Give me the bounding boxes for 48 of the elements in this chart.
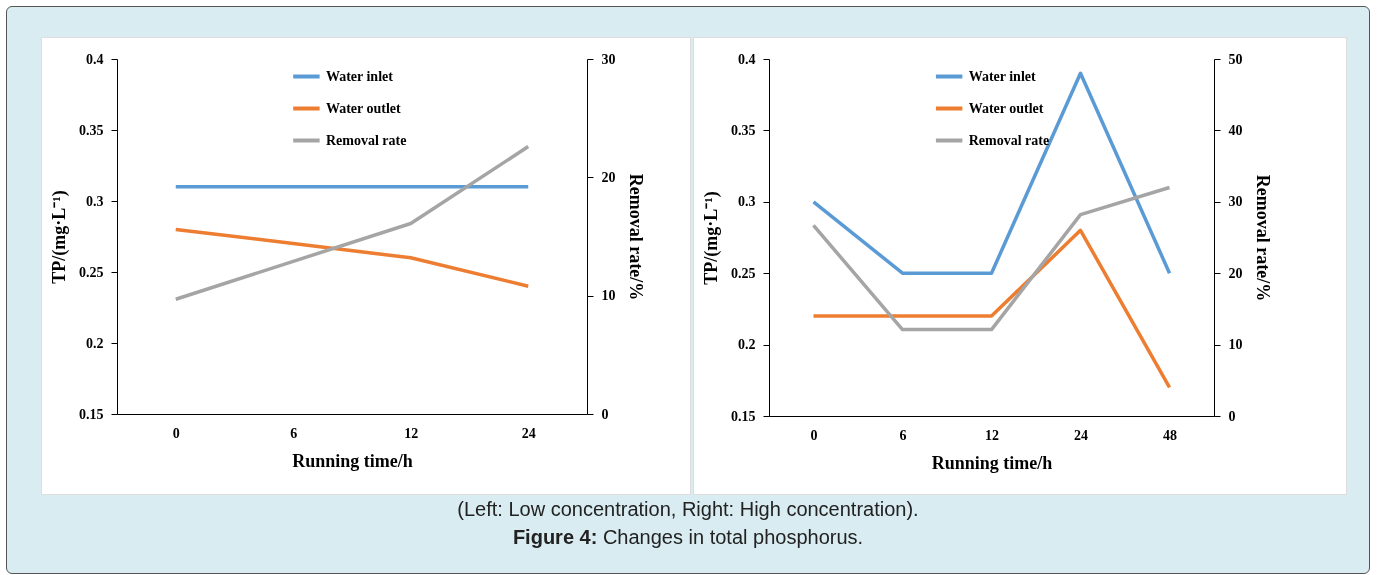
x-tick-label: 6 [899, 427, 907, 443]
caption: Figure 4: Changes in total phosphorus. [511, 525, 865, 550]
legend-label: Water inlet [968, 68, 1036, 84]
text: (Left: Low concentration, Right: High concentration). [456, 497, 920, 522]
y2-tick-label: 0 [1228, 408, 1236, 424]
y-axis-title: TP/(mg·L⁻¹) [701, 191, 722, 285]
x-tick-label: 0 [810, 427, 818, 443]
y2-tick-label: 10 [601, 288, 616, 304]
y2-tick-label: 20 [1228, 265, 1243, 281]
y-tick-label: 0.25 [731, 265, 756, 281]
y-tick-label: 0.2 [86, 335, 104, 351]
y2-tick-label: 50 [1228, 51, 1243, 67]
y2-tick-label: 0 [601, 406, 609, 422]
y-tick-label: 0.25 [79, 264, 104, 280]
x-axis-title: Running time/h [292, 450, 413, 471]
x-tick-label: 6 [290, 425, 298, 441]
y2-tick-label: 30 [1228, 194, 1243, 210]
y-tick-label: 0.3 [86, 193, 104, 209]
y2-tick-label: 40 [1228, 122, 1243, 138]
legend-label: Removal rate [968, 132, 1050, 148]
legend-label: Water outlet [325, 100, 402, 116]
y-tick-label: 0.4 [86, 51, 104, 67]
y-tick-label: 0.2 [738, 337, 756, 353]
line-series [174, 144, 530, 301]
y-tick-label: 0.35 [731, 122, 756, 138]
y2-tick-label: 30 [601, 51, 616, 67]
y2-tick-label: 20 [601, 169, 616, 185]
y-tick-label: 0.35 [79, 122, 104, 138]
y-tick-label: 0.15 [79, 406, 104, 422]
y2-axis-title: Removal rate/% [625, 173, 646, 301]
y-tick-label: 0.3 [738, 194, 756, 210]
y-tick-label: 0.4 [738, 51, 756, 67]
x-axis-title: Running time/h [931, 452, 1053, 473]
line-series [174, 227, 530, 288]
y2-tick-label: 10 [1228, 337, 1243, 353]
x-tick-label: 48 [1163, 427, 1177, 443]
legend-label: Removal rate [325, 132, 407, 148]
legend-label: Water outlet [968, 100, 1044, 116]
line-series [811, 185, 1172, 332]
x-tick-label: 12 [404, 425, 419, 441]
x-tick-label: 0 [172, 425, 180, 441]
x-tick-label: 24 [1074, 427, 1088, 443]
y2-axis-title: Removal rate/% [1252, 174, 1273, 302]
x-tick-label: 24 [521, 425, 536, 441]
y-tick-label: 0.15 [731, 408, 756, 424]
y-axis-title: TP/(mg·L⁻¹) [49, 190, 70, 284]
x-tick-label: 12 [985, 427, 999, 443]
legend-label: Water inlet [325, 68, 394, 84]
